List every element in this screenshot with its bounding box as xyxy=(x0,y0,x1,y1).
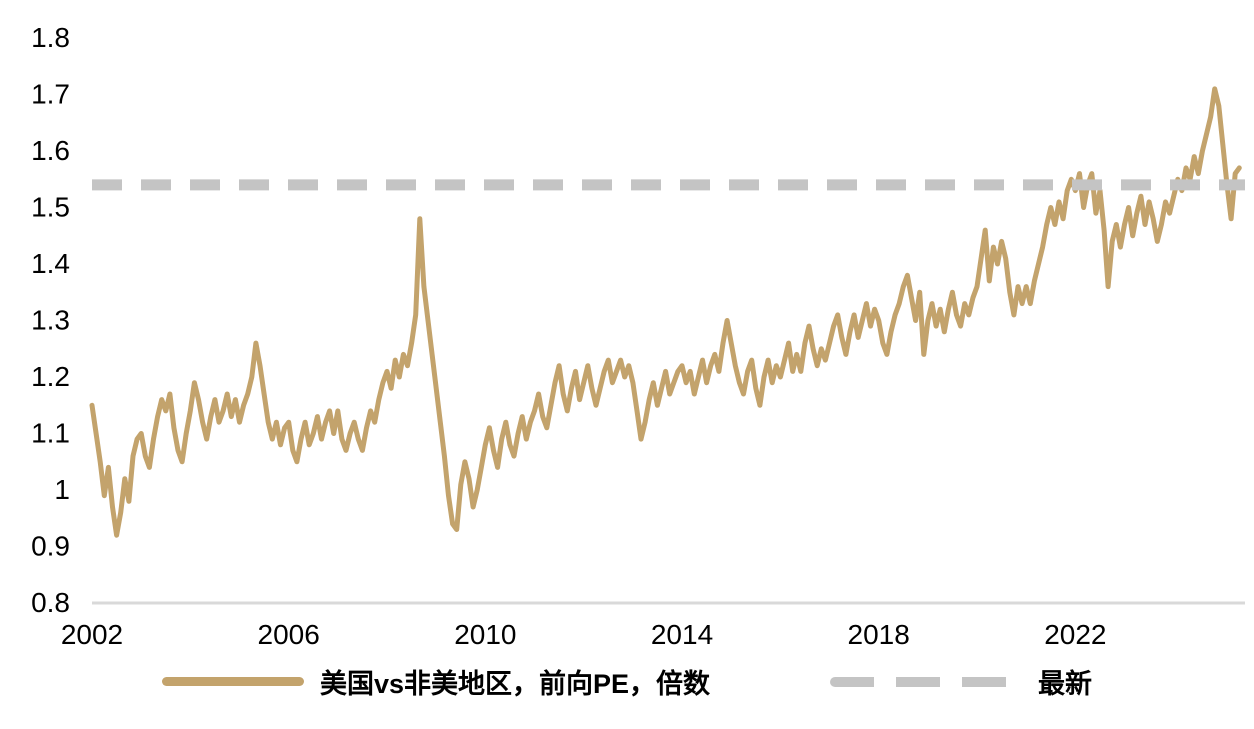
svg-text:2006: 2006 xyxy=(258,619,320,650)
svg-text:2014: 2014 xyxy=(651,619,713,650)
svg-text:1.5: 1.5 xyxy=(31,192,70,223)
svg-text:1.3: 1.3 xyxy=(31,305,70,336)
chart-legend: 美国vs非美地区，前向PE，倍数 最新 xyxy=(0,662,1254,701)
svg-text:1.4: 1.4 xyxy=(31,248,70,279)
series-line-swatch xyxy=(161,677,304,686)
svg-text:1.1: 1.1 xyxy=(31,418,70,449)
series-legend-label: 美国vs非美地区，前向PE，倍数 xyxy=(319,669,711,699)
svg-text:2002: 2002 xyxy=(61,619,123,650)
svg-text:1.6: 1.6 xyxy=(31,135,70,166)
svg-text:2018: 2018 xyxy=(848,619,910,650)
svg-text:1.7: 1.7 xyxy=(31,79,70,110)
latest-legend-label: 最新 xyxy=(1038,669,1093,699)
svg-text:2022: 2022 xyxy=(1044,619,1106,650)
svg-text:0.8: 0.8 xyxy=(31,587,70,618)
legend-item-latest: 最新 xyxy=(830,662,1092,701)
svg-text:1.8: 1.8 xyxy=(31,22,70,53)
svg-text:1: 1 xyxy=(54,474,70,505)
legend-item-series: 美国vs非美地区，前向PE，倍数 xyxy=(161,662,711,701)
latest-dashed-line-swatch xyxy=(830,676,1023,687)
svg-text:0.9: 0.9 xyxy=(31,531,70,562)
svg-text:1.2: 1.2 xyxy=(31,361,70,392)
svg-text:2010: 2010 xyxy=(454,619,516,650)
